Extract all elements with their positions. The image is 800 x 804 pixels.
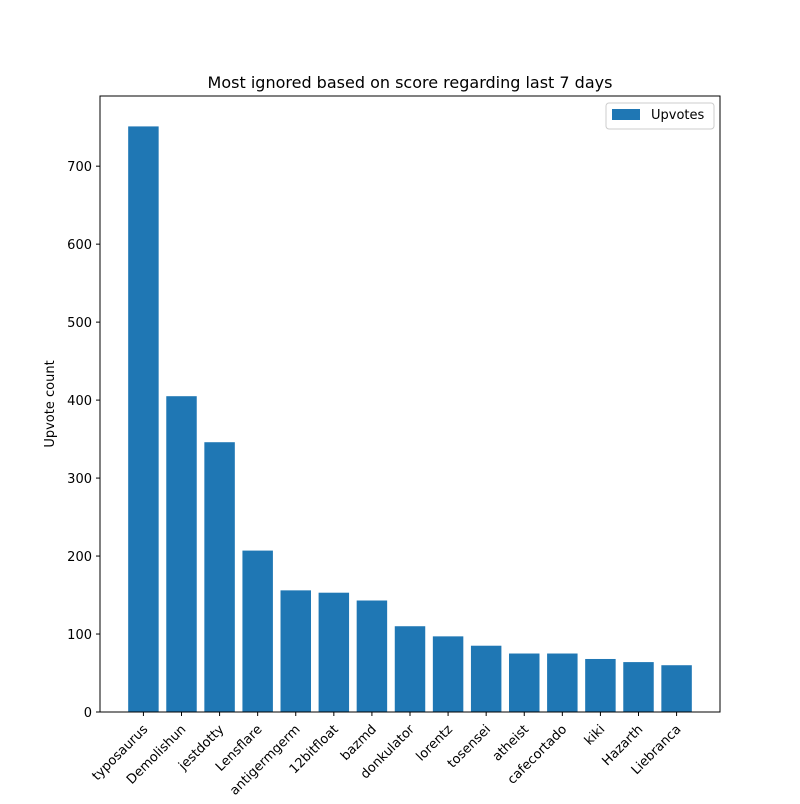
legend-label: Upvotes — [651, 108, 705, 123]
x-tick-label: kiki — [582, 722, 608, 748]
legend: Upvotes — [605, 102, 715, 130]
bar-Hazarth — [623, 662, 654, 712]
bar-lorentz — [432, 636, 464, 712]
bars-group — [128, 126, 692, 712]
x-axis-ticks: typosaurusDemolishunjestdottyLensflarean… — [89, 712, 684, 799]
bar-bazmd — [356, 600, 388, 712]
bar-Lensflare — [242, 550, 273, 712]
y-tick-label: 500 — [67, 316, 92, 331]
bar-jestdotty — [204, 442, 235, 712]
bar-donkulator — [394, 626, 426, 712]
y-tick-label: 700 — [67, 160, 92, 175]
bar-12bitfloat — [318, 592, 350, 712]
y-tick-label: 300 — [67, 472, 92, 487]
bar-Demolishun — [166, 396, 197, 712]
y-tick-label: 100 — [67, 628, 92, 643]
bar-tosensei — [470, 645, 502, 712]
bar-atheist — [509, 653, 540, 712]
legend-swatch — [612, 109, 640, 120]
y-tick-label: 400 — [67, 394, 92, 409]
chart-title: Most ignored based on score regarding la… — [208, 73, 613, 92]
plot-frame — [99, 95, 721, 713]
y-axis-ticks: 0 100 200 300 400 500 600 700 — [67, 160, 100, 721]
bar-antigermgerm — [280, 590, 311, 712]
y-tick-label: 600 — [67, 238, 92, 253]
bar-cafecortado — [547, 653, 578, 712]
y-tick-label: 0 — [84, 706, 92, 721]
y-tick-label: 200 — [67, 550, 92, 565]
bar-Liebranca — [661, 665, 692, 712]
bar-typosaurus — [128, 126, 159, 712]
bar-kiki — [585, 658, 616, 712]
y-axis-title: Upvote count — [43, 360, 58, 447]
